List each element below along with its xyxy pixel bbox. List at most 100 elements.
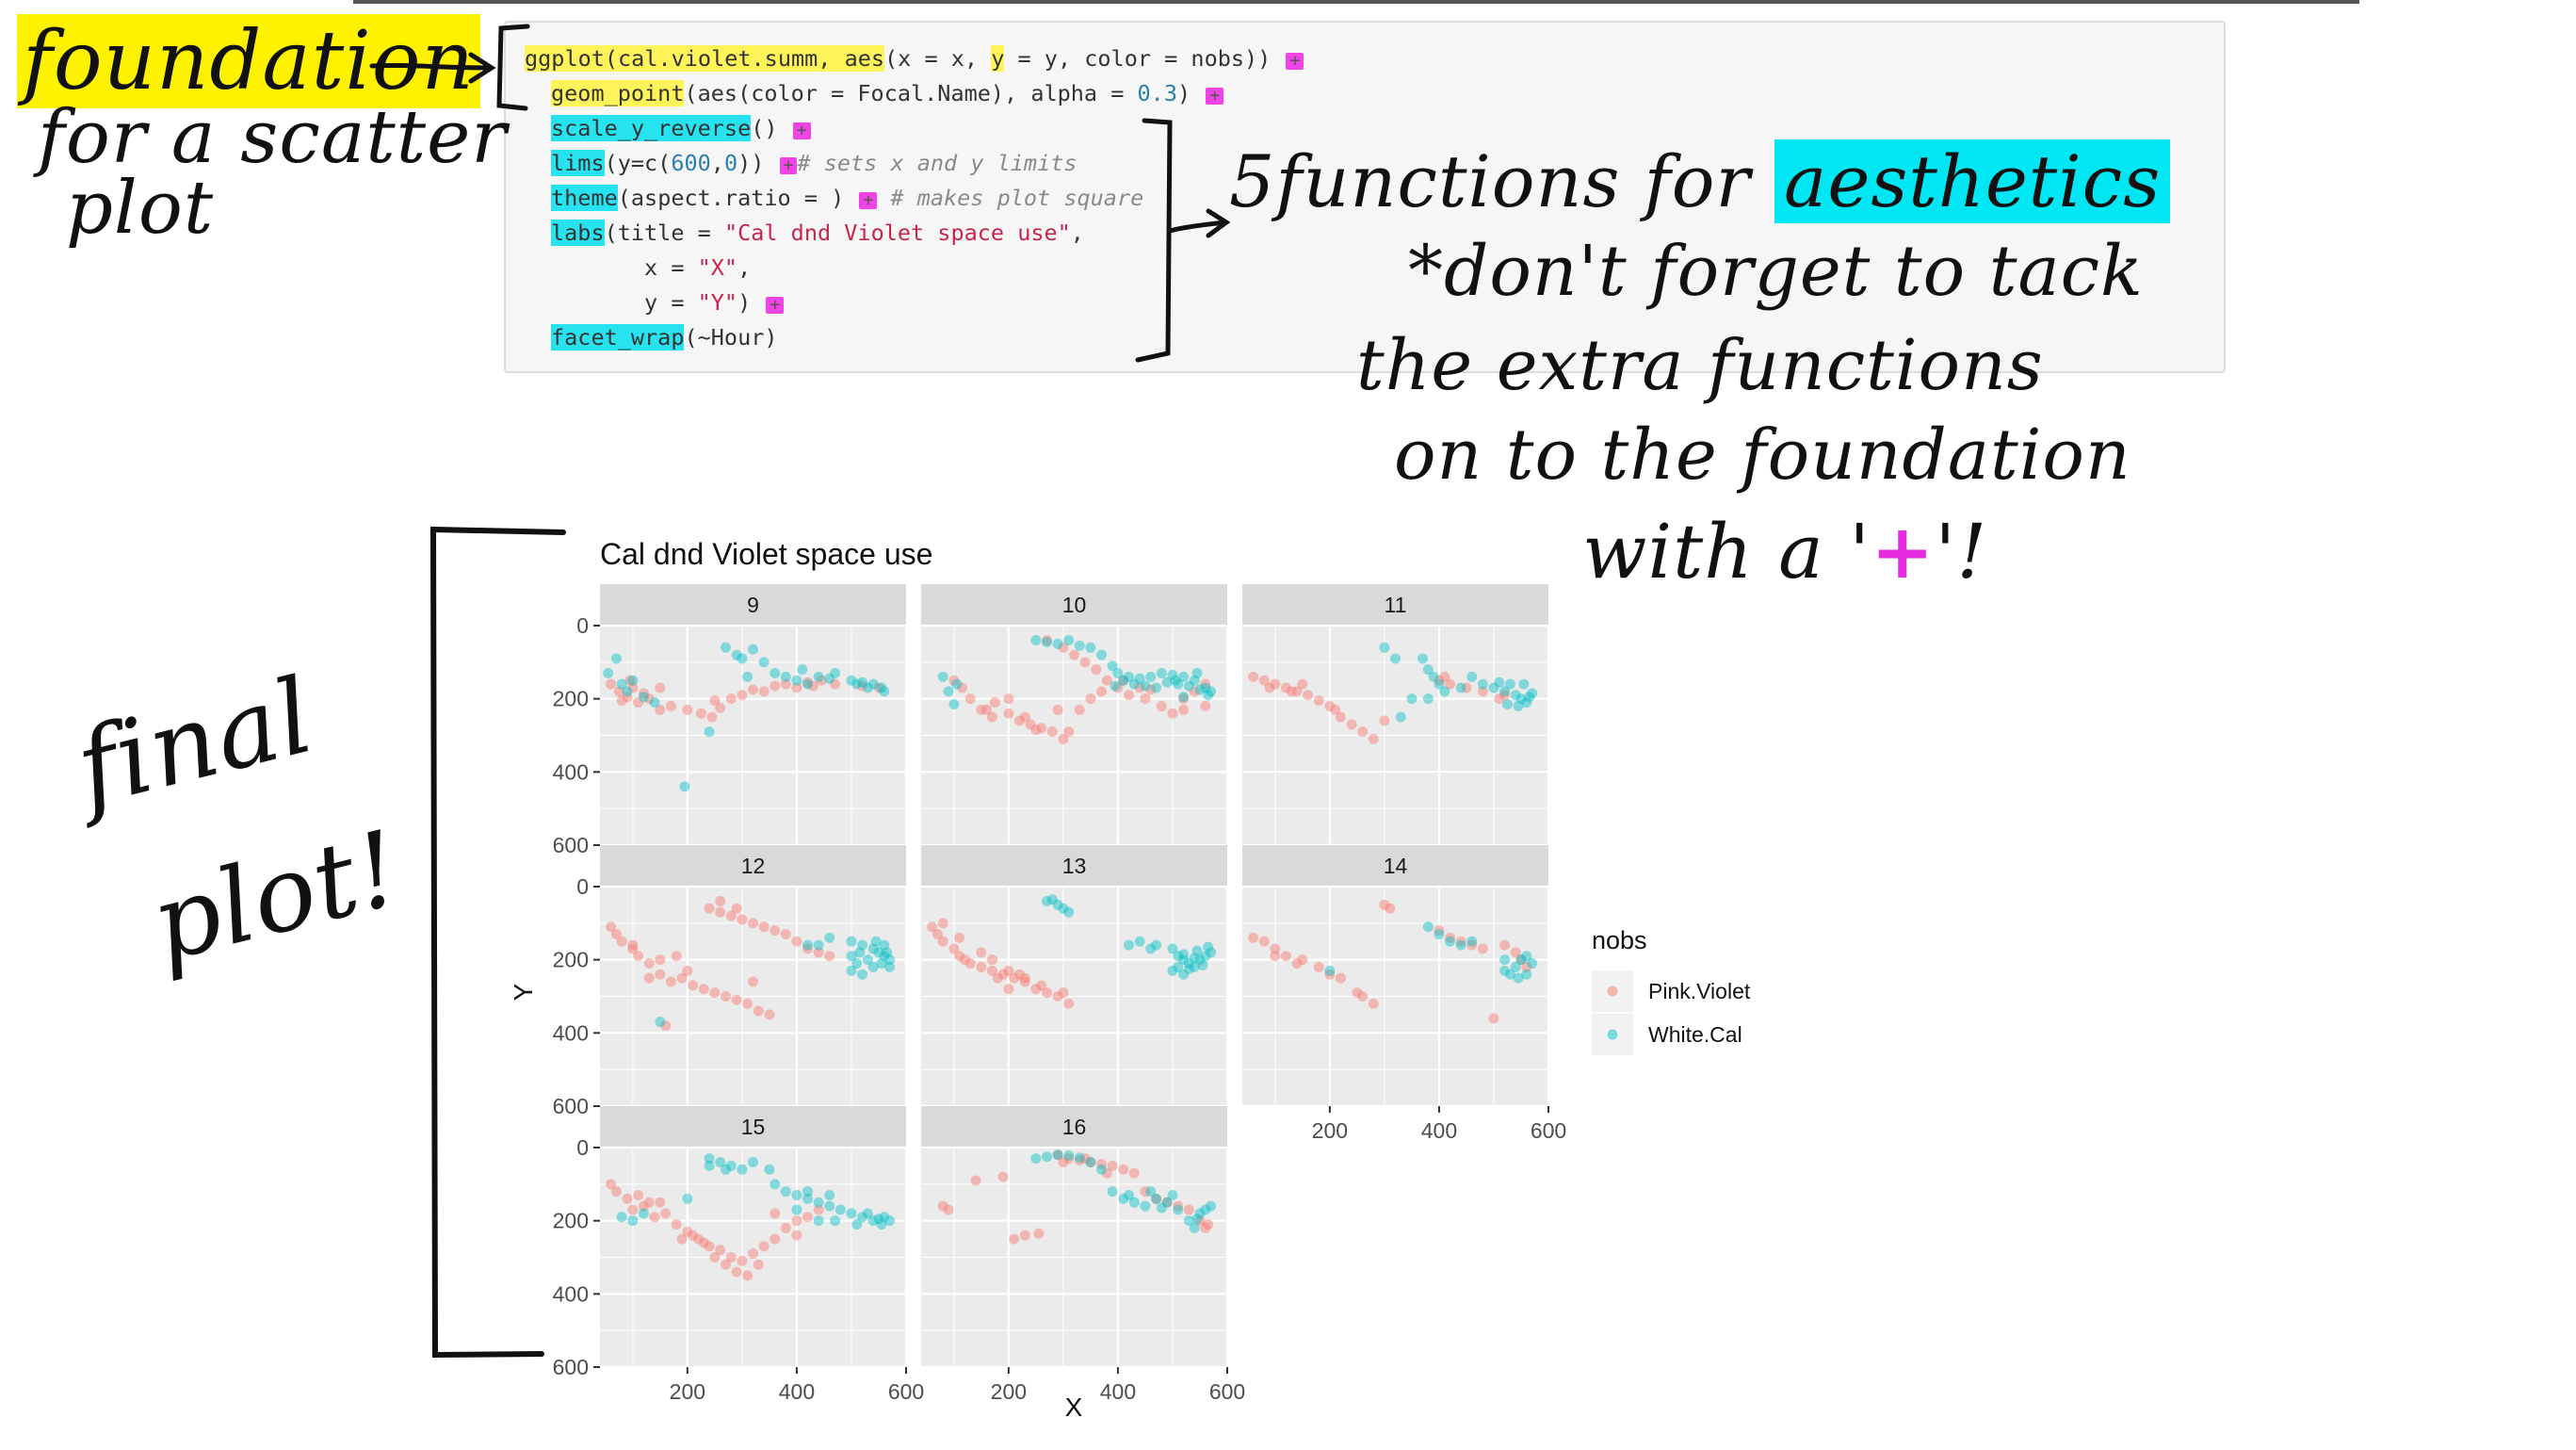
annotation-foundation: foundation — [17, 14, 480, 108]
facet-panel-9: 9 0 200 400 600 — [553, 584, 908, 857]
facet-strip-label: 16 — [1062, 1115, 1087, 1139]
point-pink-violet — [748, 1248, 758, 1260]
point-white-cal — [824, 673, 835, 684]
point-white-cal — [879, 686, 890, 697]
point-white-cal — [1439, 686, 1450, 697]
point-pink-violet — [643, 972, 655, 984]
point-pink-violet — [1033, 1228, 1045, 1239]
point-pink-violet — [791, 1230, 802, 1241]
point-white-cal — [1194, 1208, 1206, 1219]
point-pink-violet — [665, 976, 676, 987]
point-pink-violet — [997, 969, 1009, 980]
point-white-cal — [1191, 667, 1203, 678]
point-white-cal — [1189, 675, 1200, 686]
code-text: , — [737, 254, 752, 281]
facet-strip — [1242, 845, 1548, 887]
point-pink-violet — [873, 682, 884, 693]
point-pink-violet — [1445, 678, 1456, 690]
point-white-cal — [873, 1214, 884, 1225]
point-pink-violet — [1063, 726, 1075, 738]
point-pink-violet — [698, 984, 709, 995]
code-fn-theme: theme — [551, 185, 618, 211]
point-pink-violet — [1477, 686, 1488, 697]
point-white-cal — [1134, 673, 1145, 684]
facet-strip — [1242, 584, 1548, 626]
point-pink-violet — [1101, 675, 1112, 686]
facet-strip-label: 12 — [741, 854, 766, 878]
facet-strip — [921, 1106, 1227, 1148]
point-pink-violet — [932, 928, 943, 939]
point-pink-violet — [737, 690, 748, 701]
point-pink-violet — [695, 708, 706, 719]
point-white-cal — [780, 1186, 791, 1197]
point-white-cal — [1151, 1193, 1162, 1204]
code-text: () — [751, 115, 791, 141]
y-tick-label: 0 — [576, 874, 589, 899]
point-pink-violet — [1521, 961, 1532, 972]
point-white-cal — [1145, 943, 1157, 954]
point-pink-violet — [725, 693, 737, 705]
point-pink-violet — [742, 998, 753, 1009]
code-text: (title = — [604, 220, 724, 246]
point-pink-violet — [706, 711, 718, 723]
point-white-cal — [802, 1186, 814, 1197]
point-white-cal — [943, 686, 954, 697]
point-white-cal — [1107, 660, 1118, 672]
point-pink-violet — [655, 969, 666, 980]
point-white-cal — [1178, 671, 1190, 682]
y-tick-label: 400 — [553, 1020, 589, 1045]
x-axis-title: X — [1065, 1393, 1083, 1422]
point-white-cal — [1200, 951, 1211, 962]
facet-panel-10: 10 — [921, 584, 1229, 847]
point-pink-violet — [1009, 972, 1020, 984]
point-pink-violet — [780, 678, 791, 690]
point-pink-violet — [1270, 678, 1281, 690]
point-white-cal — [1046, 894, 1058, 905]
point-pink-violet — [1248, 671, 1259, 682]
point-pink-violet — [649, 1212, 660, 1223]
plus-marker: + — [1286, 53, 1304, 70]
point-pink-violet — [770, 925, 781, 937]
code-text: )) — [737, 150, 778, 176]
point-white-cal — [627, 675, 639, 686]
point-white-cal — [834, 1204, 846, 1215]
point-white-cal — [1406, 693, 1418, 705]
point-pink-violet — [737, 914, 748, 925]
point-pink-violet — [671, 1219, 682, 1230]
point-pink-violet — [665, 700, 676, 711]
point-pink-violet — [1461, 682, 1472, 693]
code-fn-labs: labs — [551, 220, 605, 246]
point-pink-violet — [1079, 1153, 1091, 1165]
x-tick-label: 600 — [1531, 1118, 1566, 1143]
point-pink-violet — [1085, 1157, 1096, 1168]
point-pink-violet — [802, 1212, 814, 1223]
point-pink-violet — [943, 1204, 954, 1215]
point-pink-violet — [753, 1005, 764, 1017]
code-string: "Y" — [697, 289, 738, 316]
annotation-note-line1: *don't forget to tack — [1408, 231, 2144, 312]
point-white-cal — [951, 678, 963, 690]
point-white-cal — [1161, 676, 1173, 688]
point-white-cal — [616, 678, 627, 690]
point-pink-violet — [992, 972, 1003, 984]
point-pink-violet — [725, 1252, 737, 1263]
point-pink-violet — [1128, 1167, 1140, 1179]
point-pink-violet — [627, 682, 639, 693]
legend-title: nobs — [1592, 926, 1647, 954]
point-white-cal — [1112, 667, 1124, 678]
point-pink-violet — [1003, 984, 1014, 995]
point-pink-violet — [627, 943, 639, 954]
point-white-cal — [780, 671, 791, 682]
point-white-cal — [1170, 675, 1181, 686]
top-border-line — [353, 0, 2359, 4]
point-white-cal — [846, 951, 857, 962]
point-pink-violet — [1063, 998, 1075, 1009]
point-pink-violet — [1297, 954, 1308, 966]
point-pink-violet — [606, 921, 617, 933]
point-white-cal — [1124, 671, 1135, 682]
point-pink-violet — [709, 695, 721, 707]
facet-strip — [600, 1106, 906, 1148]
point-pink-violet — [1183, 1204, 1194, 1215]
point-pink-violet — [1030, 725, 1042, 736]
